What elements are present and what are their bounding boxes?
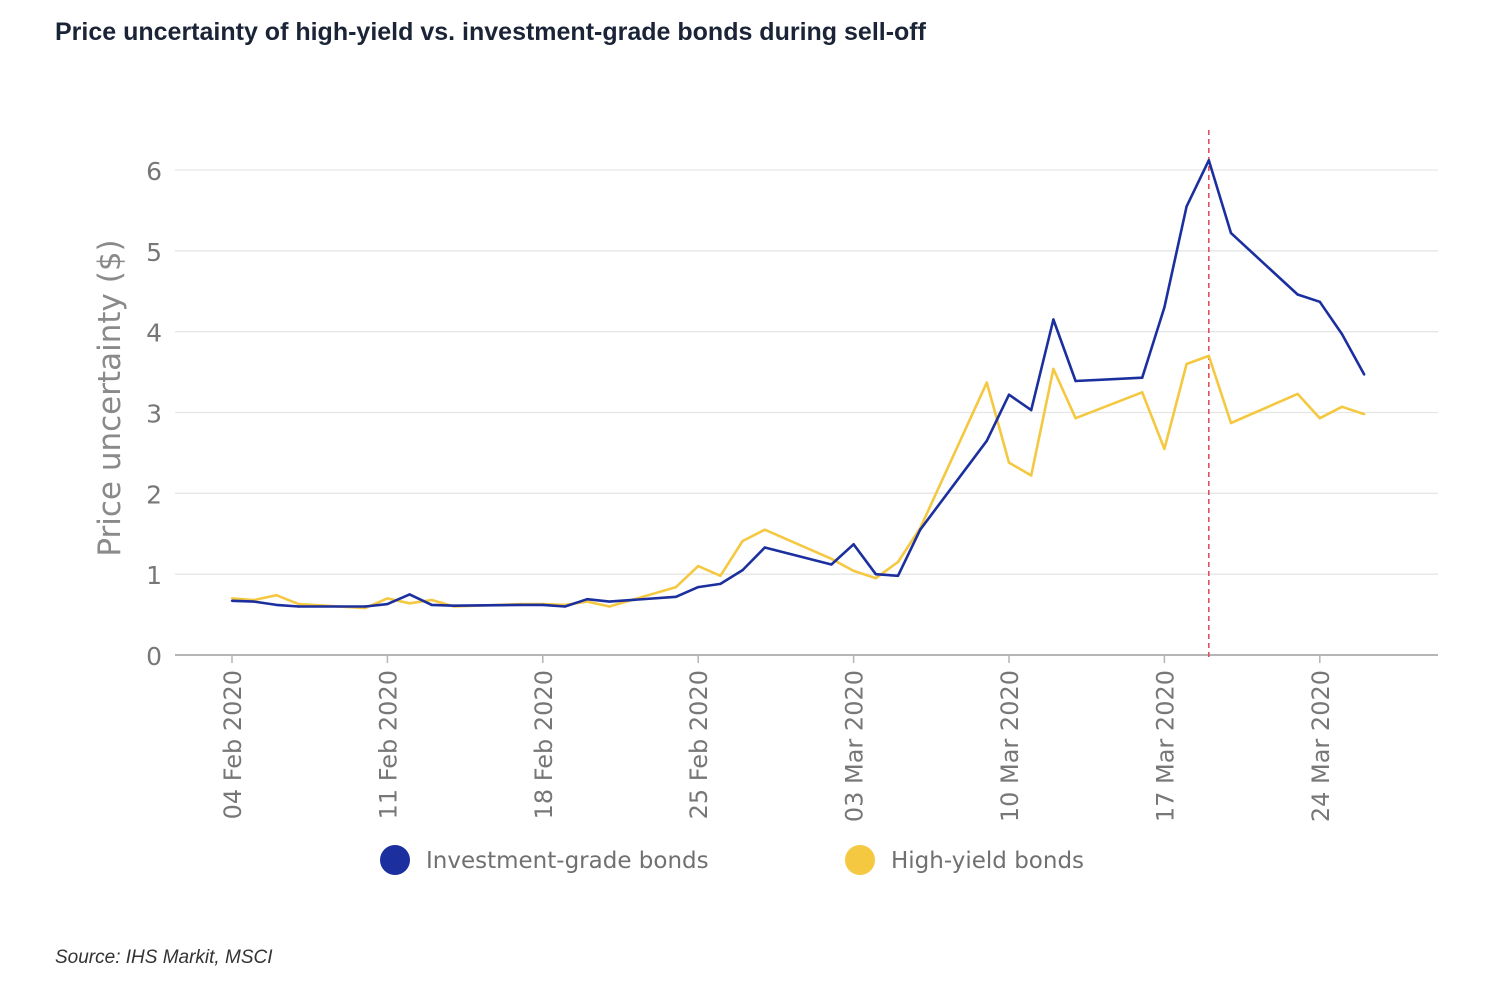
y-tick-label: 4 [146, 319, 162, 348]
y-tick-label: 0 [146, 642, 162, 671]
data-point [1141, 376, 1144, 379]
data-point [1296, 392, 1299, 396]
source-note: Source: IHS Markit, MSCI [55, 947, 273, 968]
x-tick-label: 11 Feb 2020 [374, 670, 402, 819]
data-point [1074, 379, 1077, 383]
high-yield-bondsline [231, 354, 1365, 610]
data-point [741, 539, 744, 543]
grid-lines [175, 169, 1438, 656]
legend-label: High-yield bonds [891, 848, 1084, 874]
data-point [697, 585, 700, 589]
line-chart: 0 1 2 3 4 5 6 04 Feb 2020 11 Feb 2020 18 Feb 202… [92, 130, 1438, 875]
data-point [1163, 447, 1166, 451]
data-point [1052, 367, 1055, 371]
data-point [253, 600, 256, 603]
data-point [1052, 318, 1055, 321]
data-point [852, 569, 855, 573]
data-point [1185, 362, 1188, 366]
data-point [985, 439, 988, 442]
y-tick-label: 6 [146, 157, 162, 186]
data-point [1340, 332, 1344, 336]
data-point [874, 573, 877, 576]
data-point [763, 546, 766, 549]
data-point [408, 602, 411, 605]
data-point [608, 600, 611, 603]
data-point [541, 603, 544, 607]
data-point [297, 605, 300, 608]
data-point [830, 563, 833, 566]
x-tick-label: 10 Mar 2020 [996, 670, 1024, 822]
data-point [1296, 293, 1299, 296]
data-point [1229, 421, 1233, 425]
legend-swatch [845, 845, 875, 875]
y-tick-label: 2 [146, 480, 162, 509]
x-tick-label: 03 Mar 2020 [841, 670, 869, 822]
data-point [1318, 417, 1322, 420]
data-point [408, 593, 411, 596]
data-point [896, 574, 900, 577]
data-point [519, 603, 522, 607]
data-point [386, 602, 389, 606]
data-point [852, 543, 855, 546]
data-point [1007, 393, 1011, 396]
data-point [275, 594, 278, 597]
data-point [452, 604, 456, 607]
data-point [874, 577, 877, 580]
data-point [741, 568, 744, 572]
data-point [563, 605, 567, 608]
series-lines [230, 159, 1366, 610]
data-point [297, 602, 300, 606]
legend: Investment-grade bonds High-yield bonds [380, 845, 1084, 875]
x-tick-label: 04 Feb 2020 [219, 670, 247, 819]
data-point [1074, 417, 1077, 420]
data-point [674, 595, 678, 598]
x-tick-label: 25 Feb 2020 [685, 670, 713, 819]
legend-swatch [380, 845, 410, 875]
y-tick-label: 3 [146, 400, 162, 429]
data-point [1030, 474, 1033, 477]
data-point [364, 605, 367, 608]
y-tick-label: 5 [146, 238, 162, 267]
y-tick-labels: 0 1 2 3 4 5 6 [146, 157, 162, 671]
data-point [230, 599, 234, 602]
data-point [386, 597, 389, 600]
data-point [586, 600, 589, 603]
legend-label: Investment-grade bonds [426, 848, 709, 874]
x-tick-label: 17 Mar 2020 [1151, 670, 1179, 822]
data-point [697, 564, 700, 568]
data-point [1318, 300, 1322, 303]
data-point [1340, 405, 1344, 408]
data-point [919, 528, 922, 531]
y-axis-title: Price uncertainty ($) [92, 239, 128, 556]
data-point [719, 582, 722, 586]
data-point [1229, 231, 1233, 235]
data-point [1163, 306, 1166, 309]
data-point [674, 585, 678, 589]
data-point [230, 597, 234, 600]
data-point [1030, 408, 1033, 412]
data-point [1207, 354, 1211, 358]
data-point [1363, 412, 1366, 416]
x-tick-label: 24 Mar 2020 [1307, 670, 1335, 822]
x-tick-label: 18 Feb 2020 [530, 670, 558, 819]
data-point [430, 598, 433, 602]
data-point [763, 528, 766, 531]
data-point [719, 574, 722, 577]
data-point [608, 605, 611, 608]
chart-title: Price uncertainty of high-yield vs. inve… [55, 18, 926, 46]
x-tick-labels: 04 Feb 2020 11 Feb 2020 18 Feb 2020 25 Feb … [219, 655, 1335, 822]
data-point [275, 603, 278, 607]
data-point [1007, 461, 1011, 464]
data-point [430, 603, 433, 607]
data-point [586, 598, 589, 601]
data-point [1185, 205, 1188, 208]
data-point [830, 557, 833, 560]
data-point [896, 560, 900, 564]
y-tick-label: 1 [146, 561, 162, 590]
investment-grade-bondsline [231, 159, 1366, 608]
data-point [1363, 373, 1366, 376]
data-point [985, 381, 988, 384]
data-point [1141, 391, 1144, 394]
data-point [1207, 159, 1211, 162]
